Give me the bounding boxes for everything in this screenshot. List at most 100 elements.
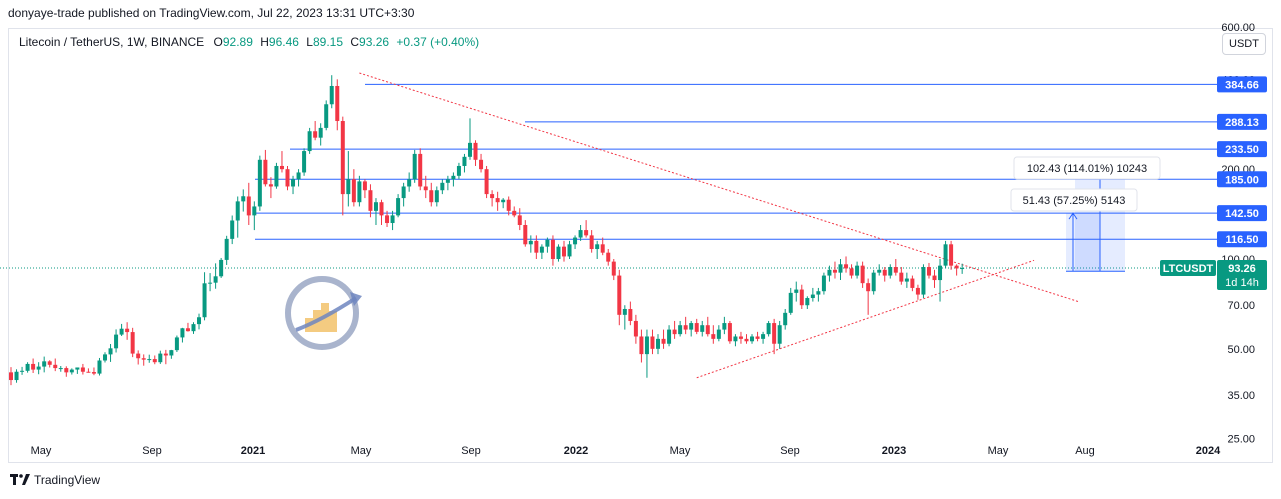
x-tick-label: 2024 (1196, 445, 1221, 457)
measure-label[interactable]: 51.43 (57.25%) 5143 (1010, 188, 1138, 212)
candle (169, 349, 174, 359)
close-label: C (350, 35, 360, 49)
level-price-label: 116.50 (1225, 234, 1258, 246)
candle (495, 191, 500, 211)
candle (379, 199, 384, 225)
trendline[interactable] (359, 72, 1079, 303)
candle (562, 240, 566, 262)
candle (14, 369, 19, 383)
candle (423, 175, 428, 199)
candle (650, 329, 655, 355)
candle (302, 148, 307, 176)
candle (755, 331, 760, 342)
candle (761, 331, 766, 344)
level-price-label: 233.50 (1225, 144, 1259, 156)
candle (440, 179, 445, 195)
candle (667, 325, 672, 347)
x-tick-label: May (351, 445, 372, 457)
candle (108, 343, 113, 362)
candle (744, 334, 749, 344)
x-tick-label: 2021 (241, 445, 265, 457)
candle (191, 322, 196, 334)
candle (147, 354, 152, 363)
candle (810, 287, 815, 302)
candle (600, 237, 605, 256)
candle (539, 244, 544, 259)
candle (838, 259, 843, 281)
candle (362, 179, 367, 199)
candle (235, 196, 240, 238)
y-tick-label: 70.00 (1227, 300, 1255, 312)
candle (899, 267, 904, 285)
x-tick-label: 2023 (882, 445, 906, 457)
candle (285, 165, 290, 191)
candle (661, 329, 666, 349)
candle (877, 264, 882, 276)
candle (678, 320, 683, 337)
candle (501, 198, 506, 209)
brand-name: TradingView (34, 473, 101, 487)
candle (777, 320, 782, 349)
candle (550, 235, 555, 266)
candle (69, 368, 74, 375)
candle (42, 356, 47, 373)
candle (324, 100, 329, 131)
candle (58, 365, 63, 372)
candle (517, 208, 522, 231)
candle (938, 259, 943, 302)
candle (75, 367, 80, 374)
candle (202, 272, 207, 321)
x-tick-label: Aug (1075, 445, 1095, 457)
candle (263, 149, 268, 187)
candle (816, 287, 821, 302)
candle (429, 182, 434, 207)
candle (617, 269, 622, 326)
open-value: 92.89 (222, 35, 253, 49)
candle (783, 308, 788, 330)
candle (490, 190, 495, 207)
bar-countdown-label: 1d 14h (1225, 277, 1259, 289)
currency-button[interactable]: USDT (1222, 33, 1266, 55)
level-price-tag: 233.50 (1217, 141, 1267, 158)
close-value: 93.26 (359, 35, 390, 49)
candle (158, 350, 163, 364)
candle (125, 322, 130, 340)
candle (291, 175, 296, 195)
candle (556, 244, 561, 262)
candle (523, 220, 528, 247)
candle (705, 316, 710, 337)
trendline[interactable] (696, 259, 1035, 379)
candle (860, 261, 865, 288)
candle (893, 259, 898, 276)
candle (832, 261, 837, 279)
candle (445, 175, 450, 191)
candles (9, 75, 965, 386)
candle (512, 206, 517, 218)
candle (412, 149, 417, 183)
candle (954, 264, 959, 276)
tradingview-brand[interactable]: TradingView (10, 473, 100, 487)
candle (368, 184, 373, 218)
candle (960, 263, 965, 274)
candle (396, 194, 401, 218)
candle (788, 287, 793, 315)
candle (844, 256, 849, 273)
candle (528, 235, 533, 253)
candle (152, 355, 157, 365)
candle (711, 325, 716, 344)
trendlines (359, 72, 1079, 379)
x-tick-label: May (670, 445, 691, 457)
y-tick-label: 25.00 (1227, 434, 1255, 446)
candle (163, 349, 168, 365)
measure-area-small[interactable] (1066, 213, 1100, 272)
candle (644, 329, 649, 378)
x-tick-label: Sep (142, 445, 162, 457)
measure-label[interactable]: 102.43 (114.01%) 10243 (1013, 156, 1161, 180)
level-price-label: 288.13 (1225, 117, 1259, 129)
measure-label-text: 102.43 (114.01%) 10243 (1027, 163, 1147, 175)
watermark-logo-icon (285, 276, 362, 350)
candle (722, 316, 727, 335)
tradingview-logo-icon (10, 474, 30, 485)
candle (257, 155, 262, 211)
